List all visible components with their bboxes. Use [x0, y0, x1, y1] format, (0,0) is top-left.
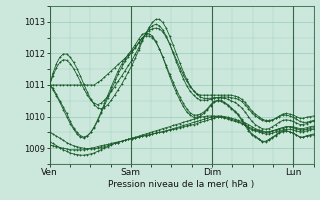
X-axis label: Pression niveau de la mer( hPa ): Pression niveau de la mer( hPa ) — [108, 180, 255, 189]
